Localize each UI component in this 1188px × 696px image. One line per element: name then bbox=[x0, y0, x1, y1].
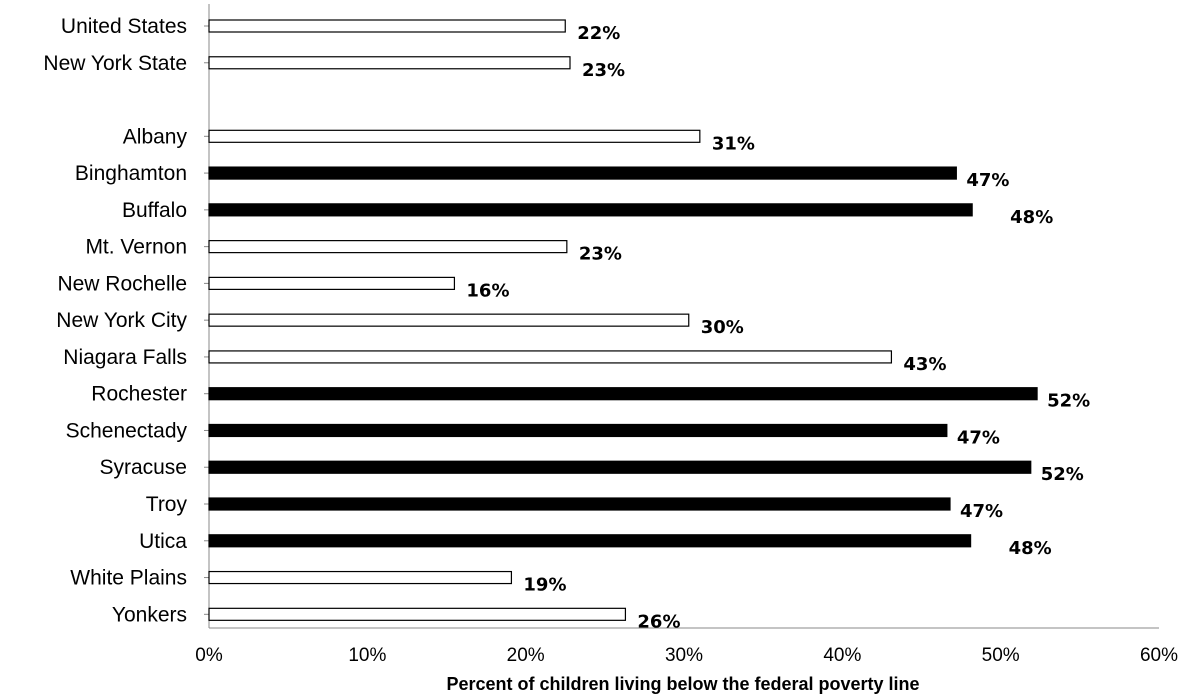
bar bbox=[208, 276, 456, 290]
value-label: 26% bbox=[637, 611, 680, 632]
value-label: 47% bbox=[957, 427, 1000, 448]
category-label: Syracuse bbox=[99, 456, 187, 479]
value-label: 30% bbox=[701, 317, 744, 338]
x-tick-label: 20% bbox=[507, 645, 545, 666]
value-label: 19% bbox=[523, 575, 566, 596]
value-label: 31% bbox=[712, 133, 755, 154]
category-label: New York State bbox=[43, 52, 187, 75]
value-label: 48% bbox=[1009, 538, 1052, 559]
bar-highlighted bbox=[208, 534, 972, 548]
category-label: Troy bbox=[146, 493, 188, 516]
bar-highlighted bbox=[208, 423, 948, 438]
category-label: Schenectady bbox=[66, 419, 188, 442]
value-label: 52% bbox=[1047, 391, 1090, 412]
value-label: 23% bbox=[579, 244, 622, 265]
category-label: United States bbox=[61, 15, 187, 38]
bar bbox=[208, 129, 701, 143]
value-label: 47% bbox=[960, 501, 1003, 522]
value-label: 47% bbox=[966, 170, 1009, 191]
bar bbox=[208, 570, 513, 585]
x-tick-label: 0% bbox=[195, 645, 223, 666]
category-label: Binghamton bbox=[75, 162, 187, 185]
bar bbox=[208, 313, 690, 327]
bar bbox=[208, 56, 571, 70]
bar-highlighted bbox=[208, 497, 951, 511]
value-label: 23% bbox=[582, 60, 625, 81]
category-label: Buffalo bbox=[122, 199, 187, 222]
category-label: New Rochelle bbox=[57, 272, 187, 295]
bar bbox=[208, 240, 568, 254]
bar bbox=[208, 350, 893, 364]
category-label: Yonkers bbox=[112, 603, 187, 626]
category-label: White Plains bbox=[70, 567, 187, 590]
category-label: Rochester bbox=[91, 383, 187, 406]
value-label: 52% bbox=[1041, 464, 1084, 485]
category-label: New York City bbox=[56, 309, 187, 332]
x-axis-title: Percent of children living below the fed… bbox=[446, 674, 919, 694]
bar-highlighted bbox=[208, 387, 1038, 401]
category-label: Albany bbox=[123, 125, 188, 148]
category-label: Utica bbox=[139, 530, 187, 553]
bar-highlighted bbox=[208, 203, 973, 217]
bars bbox=[208, 19, 1038, 621]
category-label: Niagara Falls bbox=[63, 346, 187, 369]
x-tick-label: 60% bbox=[1140, 645, 1178, 666]
value-label: 48% bbox=[1010, 207, 1053, 228]
x-tick-label: 50% bbox=[982, 645, 1020, 666]
value-label: 43% bbox=[903, 354, 946, 375]
bar bbox=[208, 607, 627, 621]
category-label: Mt. Vernon bbox=[85, 236, 187, 259]
x-tick-label: 10% bbox=[348, 645, 386, 666]
bar-highlighted bbox=[208, 166, 957, 180]
x-tick-label: 30% bbox=[665, 645, 703, 666]
bar bbox=[208, 19, 566, 33]
x-tick-label: 40% bbox=[823, 645, 861, 666]
bar-highlighted bbox=[208, 460, 1032, 474]
value-label: 22% bbox=[577, 23, 620, 44]
value-label: 16% bbox=[466, 280, 509, 301]
labels: 0% 10% 20% 30% 40% 50% 60% United States 22% New … bbox=[43, 15, 1178, 666]
